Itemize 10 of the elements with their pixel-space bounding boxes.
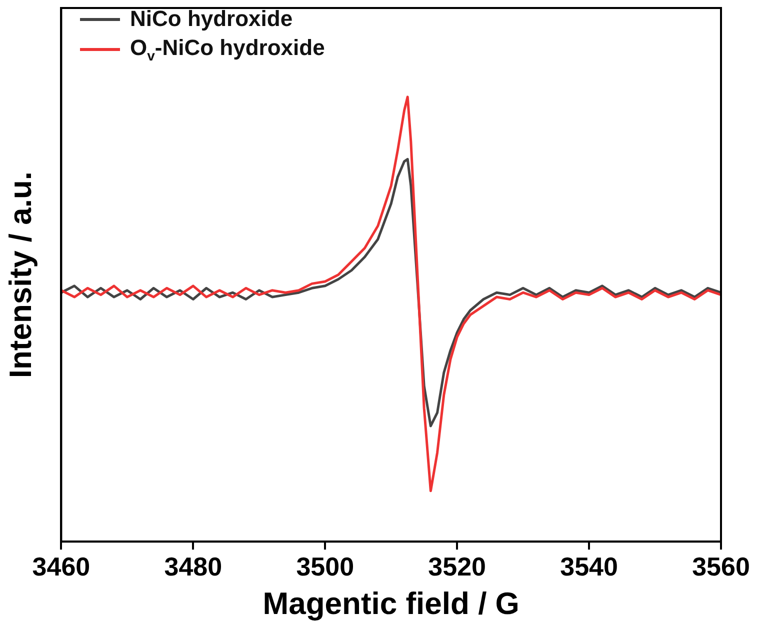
y-axis-title: Intensity / a.u. (3, 171, 38, 378)
x-tick-label: 3520 (428, 551, 486, 582)
legend-label: O$_{v}$-NiCo hydroxide (130, 34, 325, 64)
x-tick-label: 3480 (164, 551, 222, 582)
x-tick-label: 3540 (560, 551, 618, 582)
x-tick-label: 3500 (296, 551, 354, 582)
x-tick-label: 3560 (692, 551, 750, 582)
legend-label: NiCo hydroxide (130, 6, 293, 32)
x-tick-label: 3460 (32, 551, 90, 582)
x-axis-title: Magentic field / G (262, 586, 520, 621)
